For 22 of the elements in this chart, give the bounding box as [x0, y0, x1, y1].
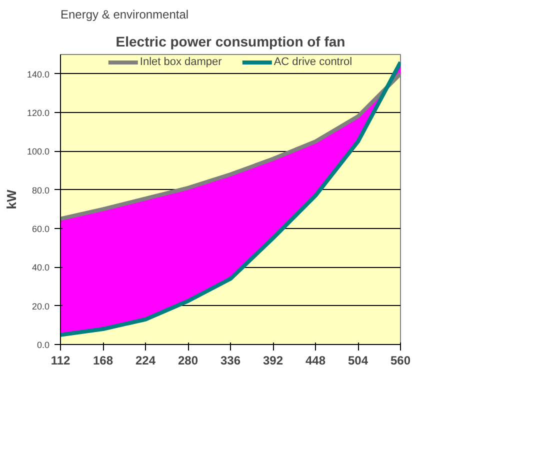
x-tick-label: 392 — [262, 354, 284, 368]
y-axis-title: kW — [4, 189, 19, 210]
x-tick-label: 112 — [50, 354, 71, 368]
text: Energy & environmental — [60, 8, 189, 22]
legend-label: AC drive control — [274, 56, 352, 68]
x-tick-label: 448 — [305, 354, 326, 368]
legend-label: Inlet box damper — [140, 56, 222, 68]
y-tick-label: 140.0 — [26, 69, 50, 80]
y-tick-label: 20.0 — [32, 301, 50, 312]
y-tick-label: 60.0 — [32, 224, 50, 234]
x-tick-label: 224 — [135, 354, 156, 368]
chart-title: Electric power consumption of fan — [116, 34, 346, 50]
y-tick-label: 120.0 — [26, 108, 50, 118]
x-tick-label: 336 — [220, 354, 241, 368]
x-tick-label: 560 — [390, 354, 411, 368]
y-tick-label: 100.0 — [26, 146, 50, 157]
y-tick-label: 80.0 — [32, 185, 50, 196]
y-tick-label: 0.0 — [36, 340, 50, 350]
x-tick-label: 168 — [92, 354, 114, 368]
x-tick-label: 280 — [178, 354, 198, 368]
x-tick-label: 504 — [348, 354, 368, 368]
y-tick-label: 40.0 — [32, 262, 50, 273]
